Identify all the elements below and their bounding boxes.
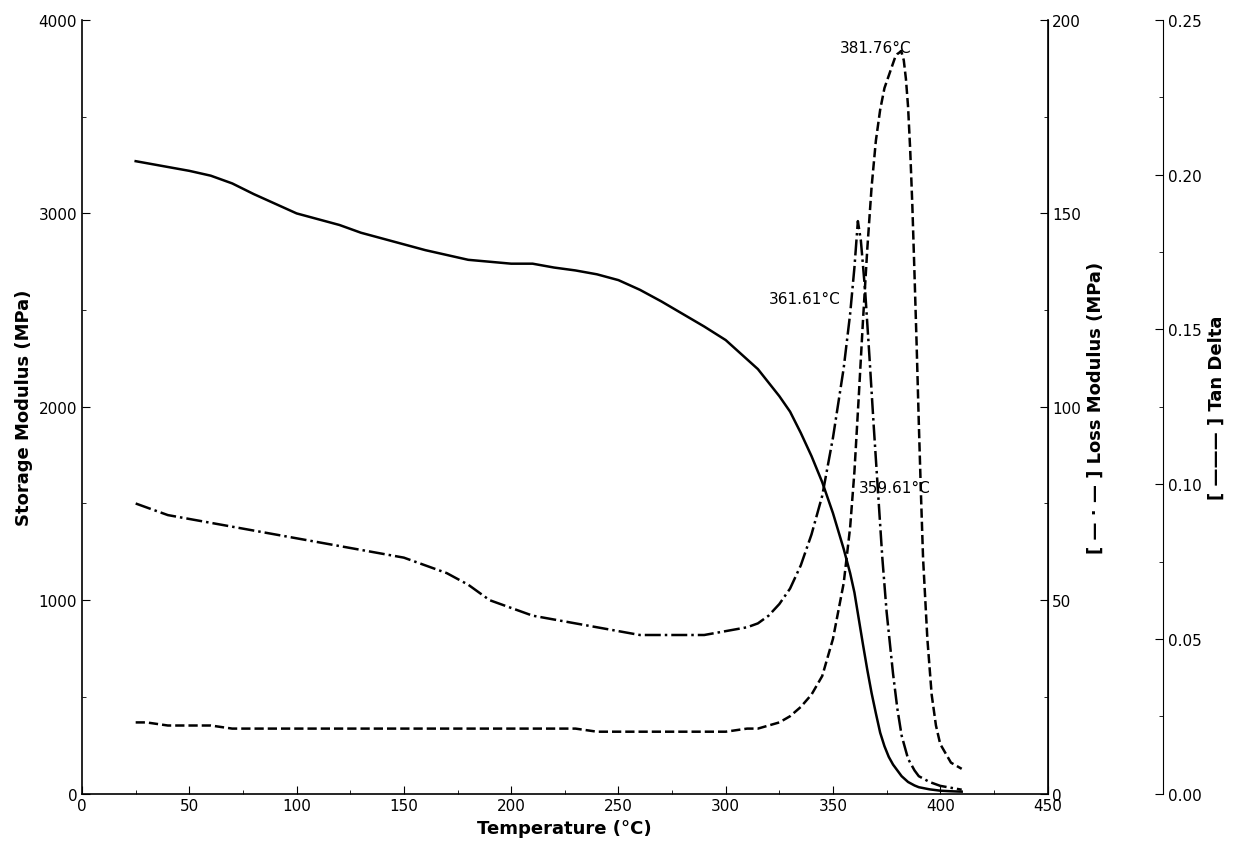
- Y-axis label: [ ——— ] Tan Delta: [ ——— ] Tan Delta: [1208, 315, 1225, 499]
- X-axis label: Temperature (°C): Temperature (°C): [477, 819, 652, 837]
- Y-axis label: Storage Modulus (MPa): Storage Modulus (MPa): [15, 290, 33, 526]
- Text: 361.61°C: 361.61°C: [769, 292, 841, 307]
- Text: 381.76°C: 381.76°C: [839, 41, 911, 55]
- Text: 359.61°C: 359.61°C: [859, 481, 930, 496]
- Y-axis label: [ — · — ] Loss Modulus (MPa): [ — · — ] Loss Modulus (MPa): [1086, 262, 1105, 553]
